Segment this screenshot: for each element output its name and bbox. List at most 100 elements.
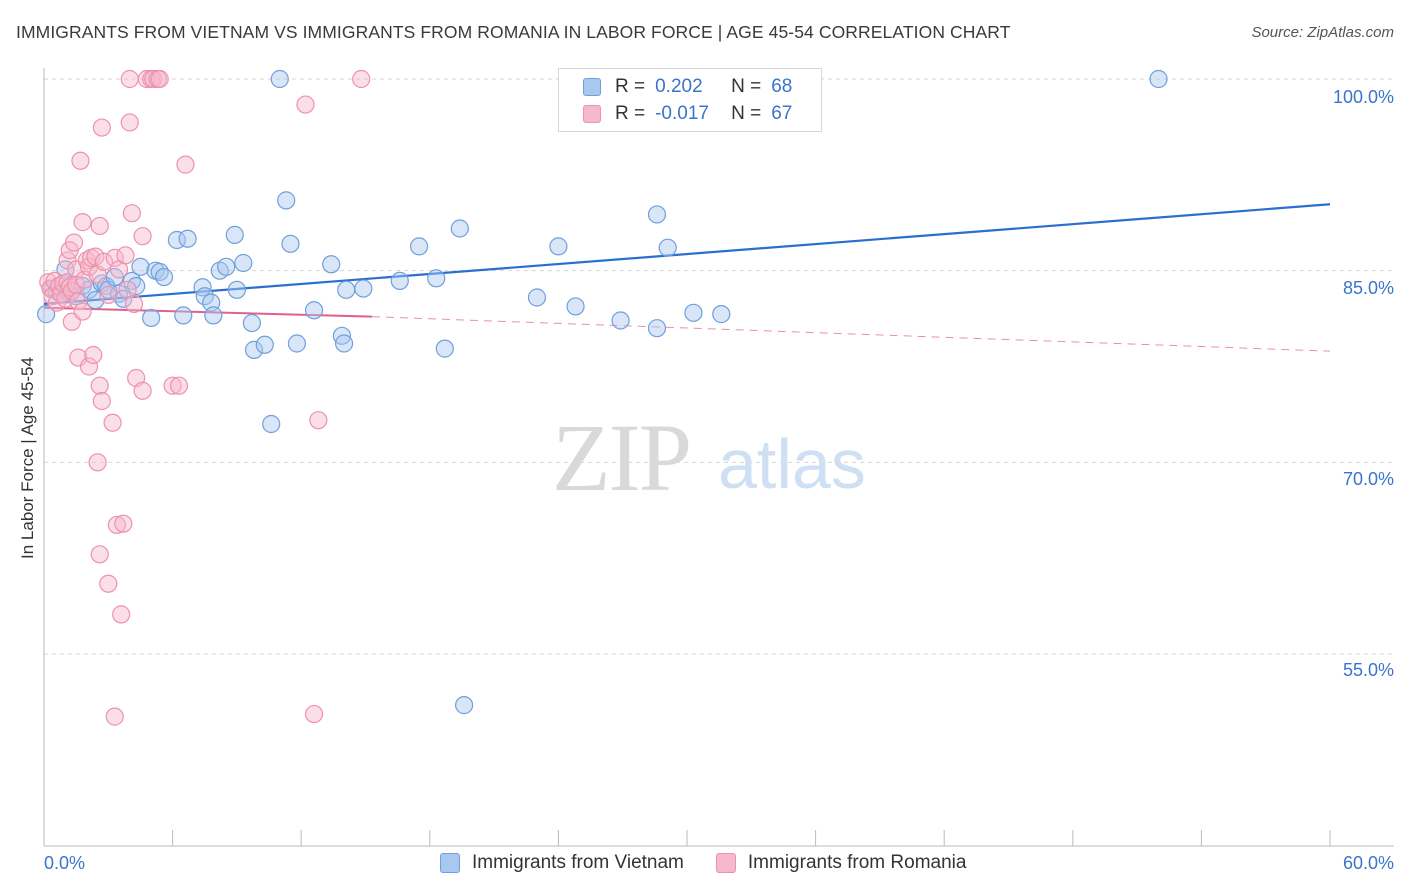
- axes: [43, 68, 1394, 847]
- y-axis-label: In Labor Force | Age 45-54: [18, 357, 37, 559]
- r-label: R =: [615, 103, 646, 124]
- romania-point: [105, 707, 124, 726]
- vietnam-point: [255, 335, 274, 354]
- y-tick-label: 100.0%: [1332, 87, 1394, 107]
- grid-lines: [44, 78, 1394, 655]
- vietnam-point: [1149, 69, 1168, 89]
- vietnam-trend-line: [43, 203, 1331, 305]
- vietnam-point: [566, 297, 585, 316]
- romania-point: [94, 252, 114, 271]
- x-tick-label-max: 60.0%: [1342, 853, 1394, 873]
- vietnam-point: [242, 313, 262, 333]
- vietnam-point: [114, 289, 133, 308]
- vietnam-point: [322, 255, 341, 274]
- r-value: 0.202: [655, 76, 703, 97]
- vietnam-point: [337, 280, 356, 299]
- romania-point: [120, 113, 139, 132]
- romania-point: [150, 69, 169, 89]
- vietnam-point: [287, 334, 307, 353]
- vietnam-point: [281, 234, 300, 253]
- vietnam-point: [244, 340, 264, 359]
- n-label: N =: [731, 103, 762, 124]
- romania-point: [69, 292, 88, 311]
- vietnam-point: [409, 237, 429, 256]
- romania-point: [124, 294, 144, 313]
- vietnam-point: [712, 305, 731, 324]
- watermark-zip: ZIP: [552, 404, 690, 511]
- romania-point: [90, 216, 109, 236]
- romania-point: [116, 246, 135, 265]
- romania-point: [144, 69, 163, 89]
- vietnam-point: [174, 306, 193, 325]
- romania-swatch-icon: [583, 105, 601, 123]
- legend-row-vietnam: R = 0.202 N = 68: [583, 74, 792, 100]
- r-label: R =: [615, 76, 646, 97]
- vietnam-point: [37, 305, 56, 324]
- romania-point: [296, 95, 315, 114]
- vietnam-point: [227, 280, 246, 299]
- vietnam-point: [647, 319, 667, 338]
- series-legend: Immigrants from Vietnam Immigrants from …: [440, 852, 998, 874]
- romania-point: [84, 345, 103, 365]
- watermark-atlas: atlas: [718, 425, 866, 503]
- n-value: 68: [771, 76, 793, 97]
- romania-trend-extension: [371, 316, 1331, 352]
- romania-point: [103, 413, 122, 432]
- romania-point: [122, 204, 141, 223]
- romania-point: [92, 118, 111, 137]
- watermark: ZIP atlas: [552, 404, 866, 511]
- vietnam-point: [390, 271, 409, 290]
- vietnam-point: [131, 257, 150, 276]
- romania-point: [88, 453, 107, 472]
- vietnam-point: [435, 339, 454, 358]
- romania-point: [163, 376, 182, 395]
- r-value: -0.017: [655, 103, 709, 124]
- vietnam-swatch-icon: [583, 78, 601, 96]
- vietnam-point: [154, 267, 174, 287]
- vietnam-point: [427, 269, 446, 288]
- romania-point: [309, 411, 328, 430]
- romania-point: [120, 69, 139, 89]
- romania-legend-icon: [715, 853, 736, 873]
- vietnam-point: [354, 279, 373, 298]
- romania-point: [99, 285, 118, 305]
- vietnam-point: [217, 257, 236, 276]
- vietnam-point: [647, 205, 667, 224]
- romania-point: [90, 545, 109, 564]
- vietnam-point: [262, 414, 281, 434]
- romania-trend-line: [43, 306, 372, 318]
- romania-point: [86, 247, 105, 266]
- n-label: N =: [731, 76, 762, 97]
- legend-label-romania: Immigrants from Romania: [747, 852, 967, 873]
- vietnam-point: [277, 191, 296, 210]
- romania-point: [304, 704, 324, 724]
- romania-point: [105, 248, 124, 267]
- romania-point: [107, 515, 126, 535]
- vietnam-point: [225, 225, 244, 244]
- vietnam-point: [304, 301, 324, 320]
- romania-point: [133, 227, 152, 246]
- romania-point: [114, 514, 133, 533]
- y-tick-label: 55.0%: [1342, 660, 1394, 680]
- romania-point: [133, 381, 152, 400]
- legend-label-vietnam: Immigrants from Vietnam: [472, 852, 684, 873]
- vietnam-point: [334, 334, 354, 353]
- source-label: Source: ZipAtlas.com: [1251, 24, 1394, 41]
- vietnam-point: [450, 219, 469, 238]
- vietnam-point: [658, 238, 677, 257]
- vietnam-point: [611, 311, 630, 330]
- legend-item-vietnam[interactable]: Immigrants from Vietnam: [440, 852, 684, 874]
- romania-point: [71, 151, 90, 170]
- vietnam-point: [684, 303, 703, 322]
- vietnam-point: [549, 237, 568, 256]
- romania-point: [79, 357, 99, 376]
- trend-lines: [43, 203, 1331, 352]
- romania-point: [73, 302, 92, 321]
- vietnam-point: [234, 253, 253, 273]
- romania-point: [352, 69, 371, 89]
- legend-item-romania[interactable]: Immigrants from Romania: [715, 852, 967, 874]
- vietnam-point: [454, 696, 474, 715]
- romania-point: [99, 574, 118, 593]
- romania-point: [169, 376, 189, 395]
